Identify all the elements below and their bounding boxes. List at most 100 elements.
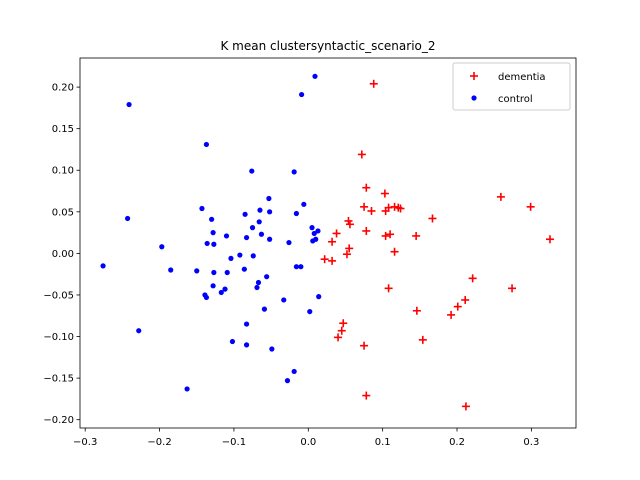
control-point (222, 286, 228, 292)
control-point (293, 264, 299, 270)
control-point (228, 255, 234, 261)
dementia-point (362, 183, 371, 192)
dementia-point (384, 284, 393, 293)
y-tick-label: 0.10 (52, 166, 74, 177)
legend-marker-control-symbol (471, 95, 477, 101)
dementia-point (345, 220, 354, 229)
legend-box (452, 62, 571, 111)
x-tick-label: 0.2 (449, 437, 465, 448)
control-point (249, 225, 256, 231)
dementia-point (545, 235, 554, 244)
control-point (211, 269, 217, 276)
control-point (261, 306, 268, 312)
legend-label-control: control (498, 94, 533, 105)
dementia-point (337, 326, 346, 335)
dementia-point (369, 79, 378, 88)
control-point (293, 210, 299, 217)
y-tick-label: −0.20 (43, 415, 74, 426)
dementia-point (461, 295, 470, 304)
dementia-point (367, 206, 376, 215)
y-tick-label: 0.05 (52, 207, 74, 218)
control-point (124, 215, 131, 222)
control-point (309, 225, 315, 231)
control-point (256, 219, 262, 225)
control-point (301, 201, 307, 207)
control-point (313, 236, 319, 242)
control-point (286, 239, 292, 246)
dementia-point (332, 229, 341, 238)
dementia-point (384, 203, 393, 212)
control-point (126, 101, 132, 108)
legend-marker-control (471, 95, 477, 101)
control-point (223, 233, 230, 239)
control-point (298, 264, 304, 270)
dementia-point (328, 237, 337, 246)
control-point (281, 297, 287, 303)
dementia-point (508, 284, 517, 293)
dementia-point (357, 150, 366, 159)
control-point (224, 269, 230, 276)
points-layer (100, 73, 554, 411)
control-point (168, 267, 174, 273)
control-point (269, 346, 275, 352)
control-point (258, 231, 265, 237)
control-point (254, 284, 260, 291)
control-point (237, 252, 243, 258)
plot-frame (79, 57, 577, 429)
control-point (210, 230, 216, 236)
x-axis: −0.3 −0.2 −0.1 0.0 0.1 0.2 0.3 (73, 428, 539, 448)
control-point (159, 244, 165, 250)
chart-title: K mean clustersyntactic_scenario_2 (220, 39, 435, 53)
dementia-point (386, 230, 395, 239)
control-point (249, 168, 255, 174)
control-point (194, 268, 200, 274)
control-point (100, 263, 106, 269)
control-point (184, 386, 190, 392)
plot-area (80, 58, 576, 428)
control-point (284, 378, 291, 384)
x-tick-label: 0.3 (523, 437, 539, 448)
y-axis: −0.20 −0.15 −0.10 −0.05 0.00 0.05 0.10 0.15 0.20 (43, 83, 80, 426)
dementia-point (362, 391, 371, 400)
control-point (307, 308, 313, 315)
dementia-point (428, 214, 437, 223)
dementia-point (468, 274, 477, 283)
dementia-point (360, 202, 369, 211)
dementia-point (447, 310, 456, 319)
control-point (267, 209, 273, 215)
control-point (204, 240, 210, 247)
y-tick-label: 0.15 (52, 124, 74, 135)
control-point (210, 283, 216, 289)
dementia-point (320, 255, 329, 264)
control-point (203, 141, 210, 148)
dementia-point (418, 335, 427, 344)
x-tick-label: −0.2 (147, 437, 171, 448)
dementia-point (496, 192, 505, 201)
dementia-point (390, 202, 399, 211)
dementia-point (453, 302, 462, 311)
x-tick-label: −0.1 (222, 437, 246, 448)
control-point (255, 279, 262, 286)
dementia-point (396, 204, 405, 213)
x-tick-label: 0.1 (375, 437, 391, 448)
dementia-point (334, 333, 343, 342)
control-point (291, 169, 297, 175)
y-tick-label: 0.20 (52, 83, 74, 94)
x-tick-label: 0.0 (300, 437, 316, 448)
control-point (199, 205, 205, 212)
control-point (243, 234, 250, 241)
control-point (311, 230, 317, 237)
control-point (264, 274, 270, 280)
dementia-point (360, 341, 369, 350)
control-point (315, 228, 321, 234)
control-point (267, 236, 273, 242)
control-point (266, 195, 272, 202)
dementia-point (328, 256, 337, 265)
control-point (243, 342, 250, 348)
control-point (242, 211, 248, 217)
y-tick-label: −0.10 (43, 332, 74, 343)
y-tick-label: 0.00 (52, 249, 74, 260)
control-point (257, 207, 263, 213)
control-point (312, 73, 318, 79)
